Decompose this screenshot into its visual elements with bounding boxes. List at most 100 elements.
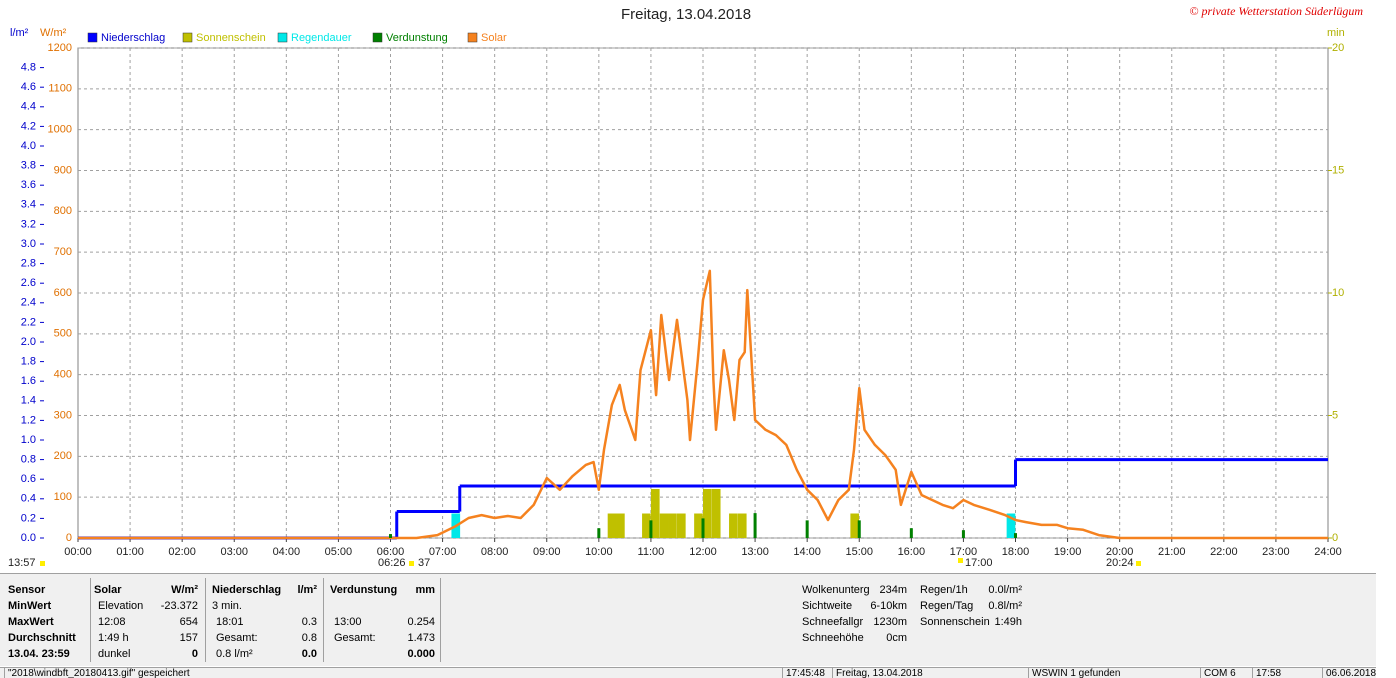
- y2-tick-label: 0.2: [21, 512, 36, 524]
- bar: [676, 513, 686, 538]
- stat-cell: 0.0l/m²: [988, 584, 1022, 596]
- x-tick-label: 00:00: [64, 546, 92, 558]
- stat-cell: dunkel: [98, 648, 131, 660]
- y2-tick-label: 4.8: [21, 62, 36, 74]
- x-tick-label: 23:00: [1262, 546, 1290, 558]
- x-tick-label: 14:00: [793, 546, 821, 558]
- x-tick-label: 22:00: [1210, 546, 1238, 558]
- y2-tick-label: 3.4: [21, 199, 36, 211]
- stat-cell: 0.0: [301, 648, 317, 660]
- y3-tick-label: 15: [1332, 164, 1344, 176]
- y-tick-label: 1000: [48, 124, 72, 136]
- y2-tick-label: 3.6: [21, 179, 36, 191]
- stat-cell: 12:08: [98, 616, 126, 628]
- y3-unit: min: [1327, 27, 1345, 39]
- separator: [440, 578, 441, 662]
- stat-cell: 0.8l/m²: [988, 600, 1022, 612]
- legend-label: Regendauer: [291, 32, 352, 44]
- sun-marker: [40, 561, 45, 566]
- legend-label: Verdunstung: [386, 32, 448, 44]
- bar: [668, 513, 677, 538]
- solar-line: [78, 269, 1328, 540]
- spike: [805, 520, 809, 538]
- stat-cell: 3 min.: [212, 600, 242, 612]
- sun-annotation: 13:57: [8, 557, 36, 569]
- x-tick-label: 04:00: [273, 546, 301, 558]
- sun-annotation: 37: [418, 557, 430, 569]
- sun-annotation: 20:24: [1106, 557, 1134, 569]
- stat-cell: Sonnenschein: [920, 616, 990, 628]
- bar: [694, 513, 703, 538]
- spike: [597, 528, 601, 538]
- y2-tick-label: 1.2: [21, 414, 36, 426]
- y2-tick-label: 4.6: [21, 81, 36, 93]
- stat-cell: Gesamt:: [334, 632, 376, 644]
- stat-cell: Elevation: [98, 600, 144, 612]
- bar: [607, 513, 617, 538]
- x-tick-label: 06:00: [377, 546, 405, 558]
- y-unit: W/m²: [40, 27, 67, 39]
- sun-annotation: 17:00: [965, 557, 993, 569]
- y2-tick-label: 1.4: [21, 395, 36, 407]
- y2-tick-label: 1.6: [21, 375, 36, 387]
- y2-tick-label: 2.2: [21, 316, 36, 328]
- stat-cell: 0.8: [301, 632, 317, 644]
- bar: [850, 513, 860, 538]
- y2-tick-label: 0.4: [21, 493, 36, 505]
- y2-tick-label: 0.0: [21, 532, 36, 544]
- spike: [753, 513, 757, 538]
- sun-marker: [958, 558, 963, 563]
- y3-tick-label: 0: [1332, 532, 1338, 544]
- y2-tick-label: 3.2: [21, 218, 36, 230]
- stat-cell: Gesamt:: [216, 632, 258, 644]
- stat-cell: Regen/Tag: [920, 600, 974, 612]
- stat-cell: 157: [179, 632, 198, 644]
- bar: [659, 513, 669, 538]
- bar: [650, 489, 660, 538]
- x-tick-label: 24:00: [1314, 546, 1342, 558]
- legend-swatch: [467, 32, 478, 43]
- y-tick-label: 800: [54, 205, 72, 217]
- bar: [616, 513, 625, 538]
- legend-label: Niederschlag: [101, 32, 165, 44]
- y2-tick-label: 4.2: [21, 120, 36, 132]
- x-tick-label: 18:00: [1002, 546, 1030, 558]
- status-bar: "2018\windbft_20180413.gif" gespeichert 1…: [0, 667, 1376, 678]
- y-tick-label: 100: [54, 491, 72, 503]
- stat-cell: 0.254: [407, 616, 435, 628]
- stat-cell: 0.3: [301, 616, 317, 628]
- status-field: "2018\windbft_20180413.gif" gespeichert: [4, 668, 190, 678]
- sun-marker: [409, 561, 414, 566]
- spike: [1014, 533, 1017, 538]
- x-tick-label: 02:00: [168, 546, 196, 558]
- stat-cell: 1.473: [407, 632, 435, 644]
- y3-tick-label: 20: [1332, 42, 1344, 54]
- stat-cell: W/m²: [171, 584, 198, 596]
- stat-cell: 0: [191, 648, 198, 660]
- spike: [649, 520, 653, 538]
- x-tick-label: 20:00: [1106, 546, 1134, 558]
- x-tick-label: 16:00: [898, 546, 926, 558]
- y-tick-label: 700: [54, 246, 72, 258]
- legend-swatch: [87, 32, 98, 43]
- y2-tick-label: 2.6: [21, 277, 36, 289]
- y-tick-label: 0: [66, 532, 72, 544]
- spike: [961, 530, 965, 538]
- bar: [737, 513, 747, 538]
- status-field: COM 6: [1200, 668, 1236, 678]
- y2-tick-label: 0.8: [21, 454, 36, 466]
- stat-cell: 1:49 h: [98, 632, 129, 644]
- stat-cell: mm: [415, 584, 435, 596]
- x-tick-label: 10:00: [585, 546, 613, 558]
- y2-tick-label: 2.4: [21, 297, 36, 309]
- x-tick-label: 19:00: [1054, 546, 1082, 558]
- stat-cell: 13.04. 23:59: [8, 648, 70, 660]
- legend-swatch: [182, 32, 193, 43]
- y-tick-label: 500: [54, 328, 72, 340]
- stat-cell: Schneehöhe: [802, 632, 864, 644]
- bar: [1006, 513, 1016, 538]
- stats-panel: Sensor MinWert MaxWert Durchschnitt 13.04. 2…: [0, 573, 1376, 666]
- legend-label: Sonnenschein: [196, 32, 266, 44]
- bar: [711, 489, 721, 538]
